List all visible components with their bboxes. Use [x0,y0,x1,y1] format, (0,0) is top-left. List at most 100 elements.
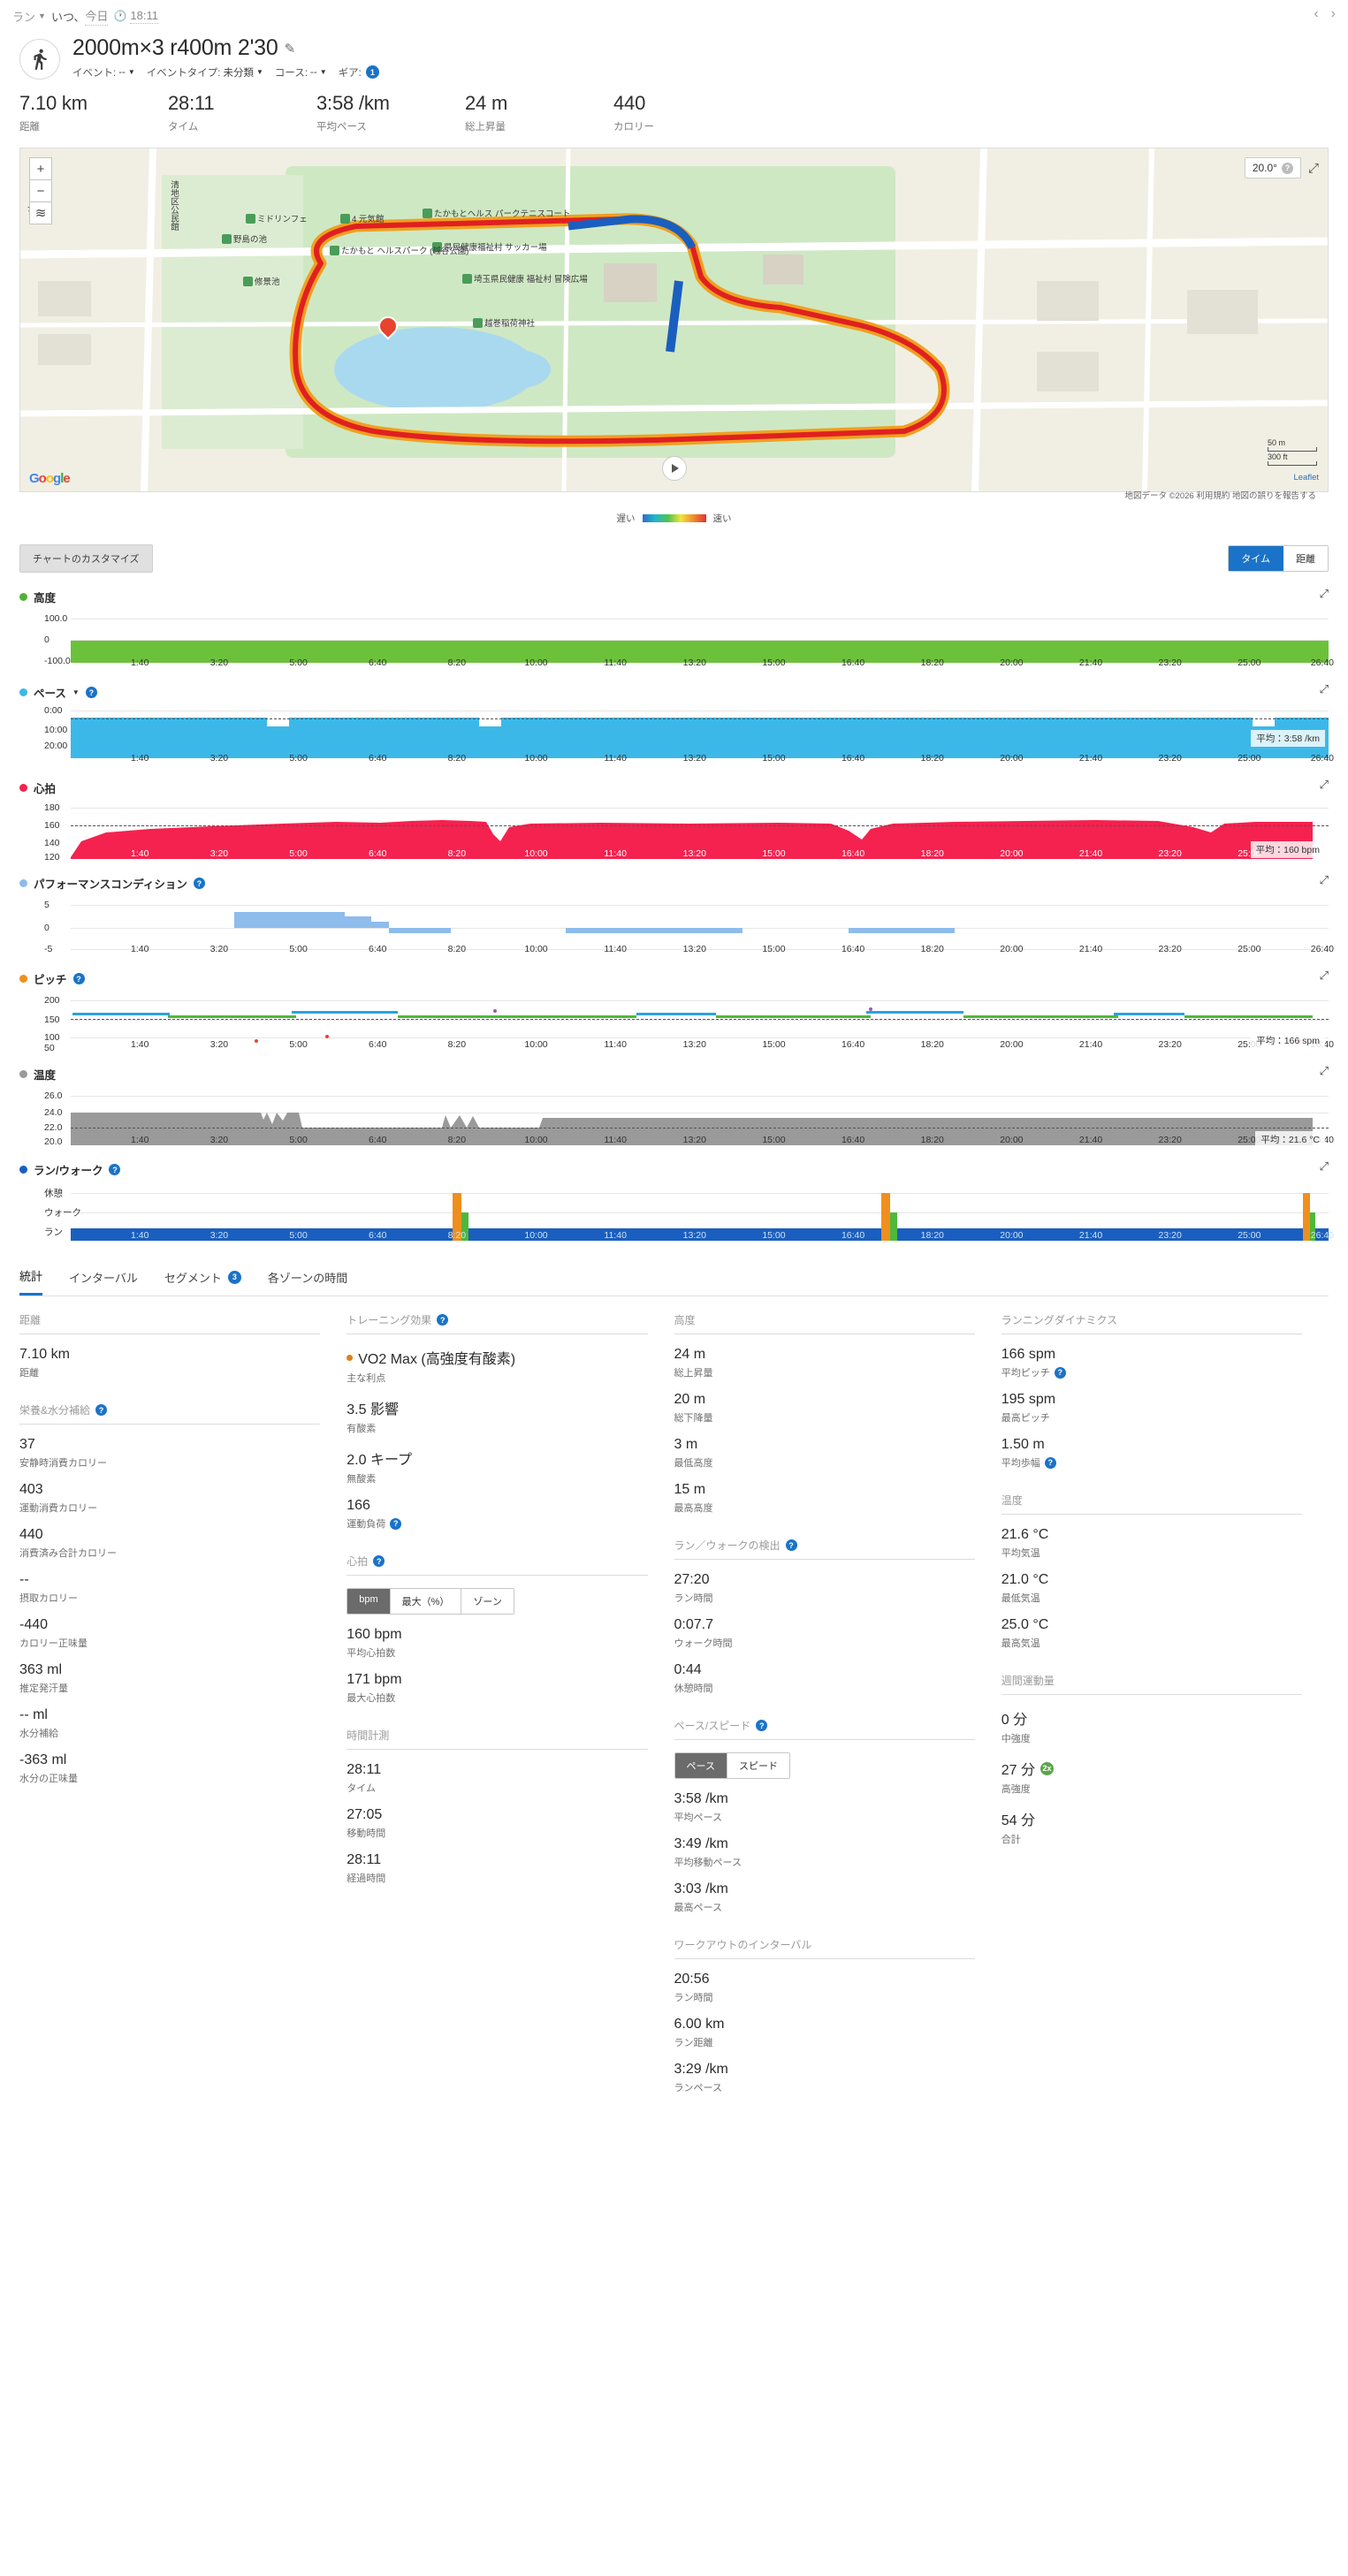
layers-icon[interactable]: ≋ [29,201,52,224]
when-value[interactable]: 今日 [85,7,109,26]
chart-elevation-plot[interactable]: 100.0 0 -100.0 1:40 3:20 5:00 6:40 8:20 … [19,612,1334,668]
heart-rate-unit-toggle[interactable]: bpm 最大（%） ゾーン [347,1588,514,1615]
hr-unit-max-percent[interactable]: 最大（%） [390,1589,462,1614]
pace-speed-toggle[interactable]: ペース スピード [674,1752,790,1779]
performance-condition-color-dot [19,879,27,887]
chart-temperature-plot[interactable]: 26.0 24.0 22.0 20.0 平均：21.6 °C 1:40 3:20… [19,1089,1334,1148]
xtick: 15:00 [762,657,786,668]
meta-course[interactable]: コース: -- ▼ [275,65,327,80]
group-distance-title: 距離 [19,1312,321,1334]
activity-map[interactable]: + − ≋ 20.0° ? ⤢ ミドリンフェ 4 元気館 たかもとヘルス パーク… [19,148,1329,492]
stat-value: 160 bpm [347,1627,402,1642]
next-activity-icon[interactable]: › [1330,6,1336,21]
stat-item: 7.10 km 距離 [19,1347,320,1379]
question-icon[interactable]: ? [437,1314,449,1326]
stat-value: 166 spm [1001,1347,1056,1362]
question-icon[interactable]: ? [390,1517,402,1530]
hr-unit-zone[interactable]: ゾーン [461,1589,514,1614]
question-icon[interactable]: ? [1054,1366,1066,1379]
clock-icon: 🕐 [113,10,127,22]
stat-value: 0:07.7 [674,1617,713,1632]
x-axis-distance-option[interactable]: 距離 [1283,546,1328,571]
tab-intervals[interactable]: インターバル [69,1267,138,1296]
prev-activity-icon[interactable]: ‹ [1314,6,1319,21]
question-icon[interactable]: ? [95,1404,108,1416]
zoom-out-button[interactable]: − [29,179,52,202]
question-icon[interactable]: ? [756,1720,768,1731]
stat-label: ランペース [674,2083,722,2093]
xtick: 10:00 [524,657,548,668]
xtick: 18:20 [920,1135,944,1145]
tab-segments[interactable]: セグメント 3 [164,1267,241,1296]
chart-performance-condition-expand-icon[interactable]: ⤢ [1319,873,1329,886]
zoom-in-button[interactable]: + [29,157,52,180]
cadence-xaxis: 1:40 3:20 5:00 6:40 8:20 10:00 11:40 13:… [71,1036,1334,1050]
chart-temperature-expand-icon[interactable]: ⤢ [1319,1064,1329,1077]
chart-heart-rate-plot[interactable]: 180 160 140 120 平均：160 bpm 1:40 3:20 5:0… [19,802,1334,862]
stat-item: -440 カロリー正味量 [19,1617,320,1650]
question-icon[interactable]: ? [785,1539,797,1551]
speed-option[interactable]: スピード [727,1753,789,1778]
xtick: 1:40 [131,753,149,764]
summary-distance: 7.10 km 距離 [19,92,168,133]
map-marker[interactable] [374,312,402,340]
xtick: 11:40 [604,944,627,954]
meta-event-type[interactable]: イベントタイプ: 未分類 ▼ [147,65,263,80]
stat-value: 20:56 [674,1972,710,1987]
question-icon[interactable]: ? [85,687,97,698]
stat-item: 25.0 °C 最高気温 [1001,1617,1302,1650]
chart-pace-plot[interactable]: 0:00 10:00 20:00 平均：3:58 /km 1:40 3:20 5… [19,705,1334,764]
chart-cadence-plot[interactable]: 200 150 100 50 [19,993,1334,1053]
pace-option[interactable]: ペース [674,1753,727,1778]
xtick: 10:00 [524,1230,548,1241]
play-animation-button[interactable] [661,456,687,481]
chevron-down-icon[interactable]: ▼ [127,68,135,77]
chart-cadence-expand-icon[interactable]: ⤢ [1319,969,1329,982]
tab-statistics[interactable]: 統計 [19,1267,43,1296]
chart-run-walk-plot[interactable]: 休憩 ウォーク ラン 1:40 3:20 5:00 6:40 8:20 10:0… [19,1184,1334,1241]
xtick: 16:40 [841,944,865,954]
chart-pace-expand-icon[interactable]: ⤢ [1319,682,1329,695]
xtick: 6:40 [368,1039,387,1050]
meta-gear[interactable]: ギア: 1 [339,65,379,80]
map-fullscreen-icon[interactable]: ⤢ [1307,160,1319,176]
question-icon[interactable]: ? [193,878,205,889]
question-icon[interactable]: ? [1281,162,1293,174]
leaflet-link[interactable]: Leaflet [1293,473,1319,483]
tab-time-in-zones-label: 各ゾーンの時間 [267,1271,348,1285]
xtick: 8:20 [447,1135,467,1145]
chart-elevation-expand-icon[interactable]: ⤢ [1319,587,1329,600]
xtick: 3:20 [209,944,229,954]
chevron-down-icon[interactable]: ▼ [38,11,46,20]
chevron-down-icon[interactable]: ▼ [319,68,327,77]
chart-heart-rate-expand-icon[interactable]: ⤢ [1319,778,1329,791]
xtick: 1:40 [131,1230,149,1241]
activity-time[interactable]: 18:11 [130,8,158,24]
chart-performance-condition-plot[interactable]: 5 0 -5 1:40 3:20 5:00 6:40 8:20 10:00 11… [19,898,1334,954]
chart-pace: ペース ▼ ? ⤢ 0:00 10:00 20:00 平均：3:58 /km 1… [19,682,1334,764]
pencil-icon[interactable]: ✎ [284,42,296,57]
question-icon[interactable]: ? [72,973,85,984]
map-zoom-controls[interactable]: + − ≋ [29,157,52,224]
question-icon[interactable]: ? [373,1555,385,1567]
group-temperature-title: 温度 [1001,1493,1302,1515]
customize-charts-button[interactable]: チャートのカスタマイズ [19,544,153,573]
stat-label: 主な利点 [347,1373,386,1384]
stat-label: 経過時間 [347,1873,386,1884]
hr-unit-bpm[interactable]: bpm [347,1589,391,1614]
xtick: 5:00 [289,657,308,668]
activity-type-label[interactable]: ラン [12,10,36,24]
chevron-down-icon[interactable]: ▼ [72,688,80,696]
x-axis-time-option[interactable]: タイム [1229,546,1283,571]
running-icon [19,39,60,80]
stat-item: 166 spm 平均ピッチ? [1001,1347,1302,1379]
tab-time-in-zones[interactable]: 各ゾーンの時間 [268,1267,347,1296]
meta-event[interactable]: イベント: -- ▼ [72,65,135,80]
x-axis-toggle[interactable]: タイム 距離 [1228,545,1329,572]
summary-ascent-value: 24 m [465,92,508,114]
chart-run-walk-expand-icon[interactable]: ⤢ [1319,1159,1329,1173]
question-icon[interactable]: ? [109,1164,121,1175]
question-icon[interactable]: ? [1044,1456,1056,1469]
chevron-down-icon[interactable]: ▼ [256,68,263,77]
stat-value: 21.6 °C [1001,1527,1049,1542]
